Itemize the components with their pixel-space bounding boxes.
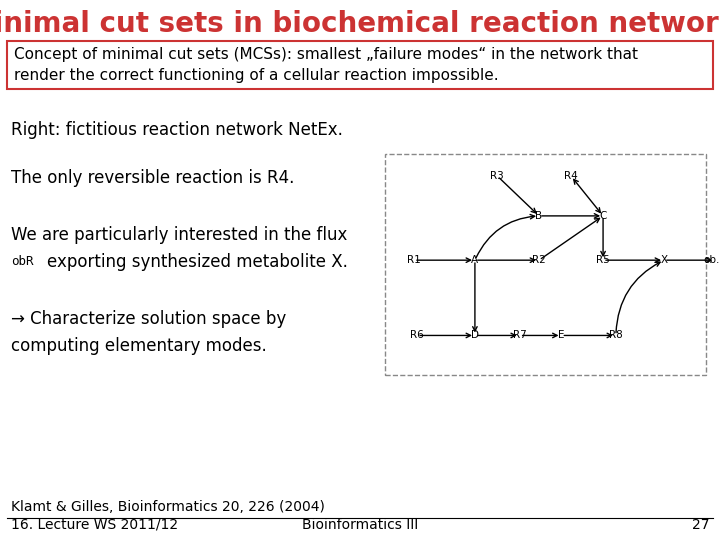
Text: R6: R6 <box>410 330 424 340</box>
Text: 16. Lecture WS 2011/12: 16. Lecture WS 2011/12 <box>11 518 178 532</box>
Text: Klamt & Gilles, Bioinformatics 20, 226 (2004): Klamt & Gilles, Bioinformatics 20, 226 (… <box>11 500 325 514</box>
Text: R7: R7 <box>513 330 526 340</box>
Text: obR: obR <box>11 255 33 268</box>
Text: The only reversible reaction is R4.: The only reversible reaction is R4. <box>11 169 294 187</box>
Text: ob.R: ob.R <box>703 255 720 265</box>
Text: Right: fictitious reaction network NetEx.: Right: fictitious reaction network NetEx… <box>11 120 343 139</box>
Text: D: D <box>471 330 479 340</box>
Text: Concept of minimal cut sets (MCSs): smallest „failure modes“ in the network that: Concept of minimal cut sets (MCSs): smal… <box>14 47 639 83</box>
Text: R2: R2 <box>532 255 546 265</box>
Text: R1: R1 <box>408 255 421 265</box>
Text: C: C <box>599 211 607 221</box>
Text: Minimal cut sets in biochemical reaction networks: Minimal cut sets in biochemical reaction… <box>0 10 720 38</box>
Text: R3: R3 <box>490 171 504 181</box>
Text: B: B <box>536 211 543 221</box>
Text: R4: R4 <box>564 171 578 181</box>
Text: A: A <box>472 255 479 265</box>
Text: computing elementary modes.: computing elementary modes. <box>11 336 266 355</box>
Text: → Characterize solution space by: → Characterize solution space by <box>11 309 286 328</box>
Text: Bioinformatics III: Bioinformatics III <box>302 518 418 532</box>
Text: X: X <box>660 255 667 265</box>
Text: R8: R8 <box>609 330 623 340</box>
Text: R5: R5 <box>596 255 610 265</box>
FancyBboxPatch shape <box>385 154 706 375</box>
Text: E: E <box>558 330 564 340</box>
Text: 27: 27 <box>692 518 709 532</box>
Text: exporting synthesized metabolite X.: exporting synthesized metabolite X. <box>47 253 348 271</box>
FancyBboxPatch shape <box>7 40 713 89</box>
Text: We are particularly interested in the flux: We are particularly interested in the fl… <box>11 226 347 244</box>
